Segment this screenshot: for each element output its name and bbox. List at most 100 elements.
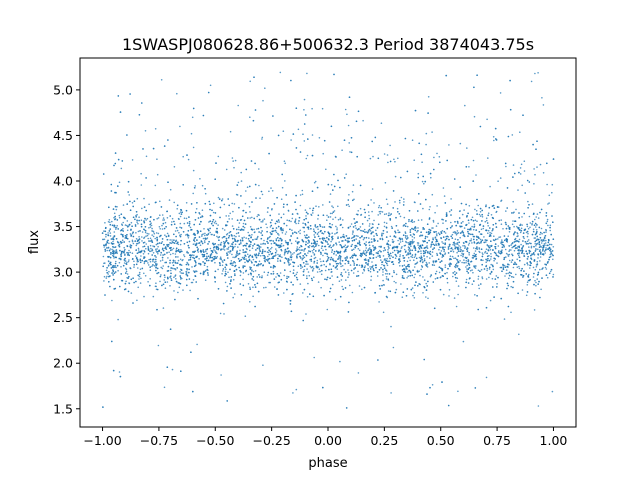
data-point: [211, 251, 214, 253]
data-point: [144, 231, 147, 234]
data-point: [539, 245, 542, 247]
data-point: [453, 270, 456, 273]
data-point: [415, 262, 417, 265]
data-point: [370, 238, 373, 240]
data-point: [551, 183, 554, 186]
data-point: [155, 258, 157, 261]
data-point: [104, 222, 106, 224]
data-point: [242, 251, 244, 254]
data-point: [288, 259, 291, 261]
data-point: [516, 225, 518, 228]
data-point: [295, 208, 297, 211]
data-point: [461, 213, 464, 216]
data-point: [263, 218, 266, 220]
data-point: [500, 266, 503, 269]
data-point: [459, 246, 462, 248]
data-point: [365, 254, 367, 257]
data-point: [407, 249, 410, 251]
data-point: [147, 237, 149, 240]
data-point: [111, 224, 114, 227]
data-point: [512, 280, 515, 283]
data-point: [339, 217, 342, 219]
data-point: [500, 241, 503, 243]
data-point: [222, 270, 224, 272]
data-point: [289, 300, 292, 302]
data-point: [281, 232, 284, 234]
data-point: [139, 282, 142, 284]
data-point: [456, 242, 459, 244]
data-point: [289, 263, 292, 265]
data-point: [133, 200, 136, 202]
data-point: [541, 240, 543, 243]
data-point: [138, 236, 140, 238]
data-point: [282, 206, 285, 208]
data-point: [219, 256, 222, 259]
data-point: [481, 220, 483, 222]
data-point: [160, 79, 163, 81]
data-point: [453, 257, 455, 260]
data-point: [524, 192, 526, 194]
data-point: [330, 268, 333, 271]
data-point: [111, 252, 114, 255]
data-point: [471, 225, 473, 228]
data-point: [486, 244, 489, 246]
data-point: [464, 247, 466, 249]
data-point: [373, 219, 375, 222]
data-point: [185, 272, 188, 275]
data-point: [232, 264, 234, 267]
data-point: [106, 249, 108, 252]
data-point: [495, 275, 498, 277]
data-point: [394, 201, 396, 203]
data-point: [311, 107, 313, 110]
data-point: [110, 253, 112, 255]
data-point: [489, 299, 492, 302]
data-point: [411, 240, 414, 243]
data-point: [252, 270, 255, 273]
data-point: [275, 220, 278, 223]
data-point: [336, 231, 339, 234]
data-point: [522, 276, 524, 278]
data-point: [318, 206, 320, 208]
data-point: [338, 241, 341, 243]
data-point: [336, 276, 339, 278]
data-point: [251, 234, 253, 236]
data-point: [452, 231, 455, 234]
data-point: [113, 212, 116, 215]
data-point: [331, 251, 333, 253]
data-point: [242, 249, 244, 251]
data-point: [431, 241, 433, 243]
data-point: [534, 250, 537, 252]
data-point: [307, 263, 309, 265]
data-point: [296, 248, 298, 250]
data-point: [329, 222, 331, 225]
data-point: [297, 222, 300, 225]
data-point: [307, 271, 310, 273]
data-point: [372, 245, 374, 247]
data-point: [186, 222, 189, 224]
data-point: [197, 251, 200, 253]
data-point: [484, 252, 486, 254]
data-point: [121, 239, 124, 241]
data-point: [433, 156, 435, 159]
data-point: [273, 255, 275, 257]
data-point: [236, 219, 239, 221]
data-point: [302, 255, 305, 257]
data-point: [221, 237, 224, 239]
data-point: [330, 240, 332, 243]
data-point: [409, 242, 412, 244]
data-point: [414, 273, 416, 276]
data-point: [358, 241, 361, 244]
data-point: [539, 163, 542, 166]
data-point: [375, 252, 378, 254]
data-point: [231, 253, 233, 256]
data-point: [537, 248, 539, 251]
data-point: [491, 277, 494, 280]
data-point: [288, 219, 291, 222]
data-point: [207, 255, 210, 258]
data-point: [156, 248, 158, 250]
data-point: [536, 166, 538, 168]
data-point: [245, 190, 247, 192]
data-point: [131, 159, 134, 161]
data-point: [516, 247, 518, 249]
data-point: [314, 240, 316, 243]
